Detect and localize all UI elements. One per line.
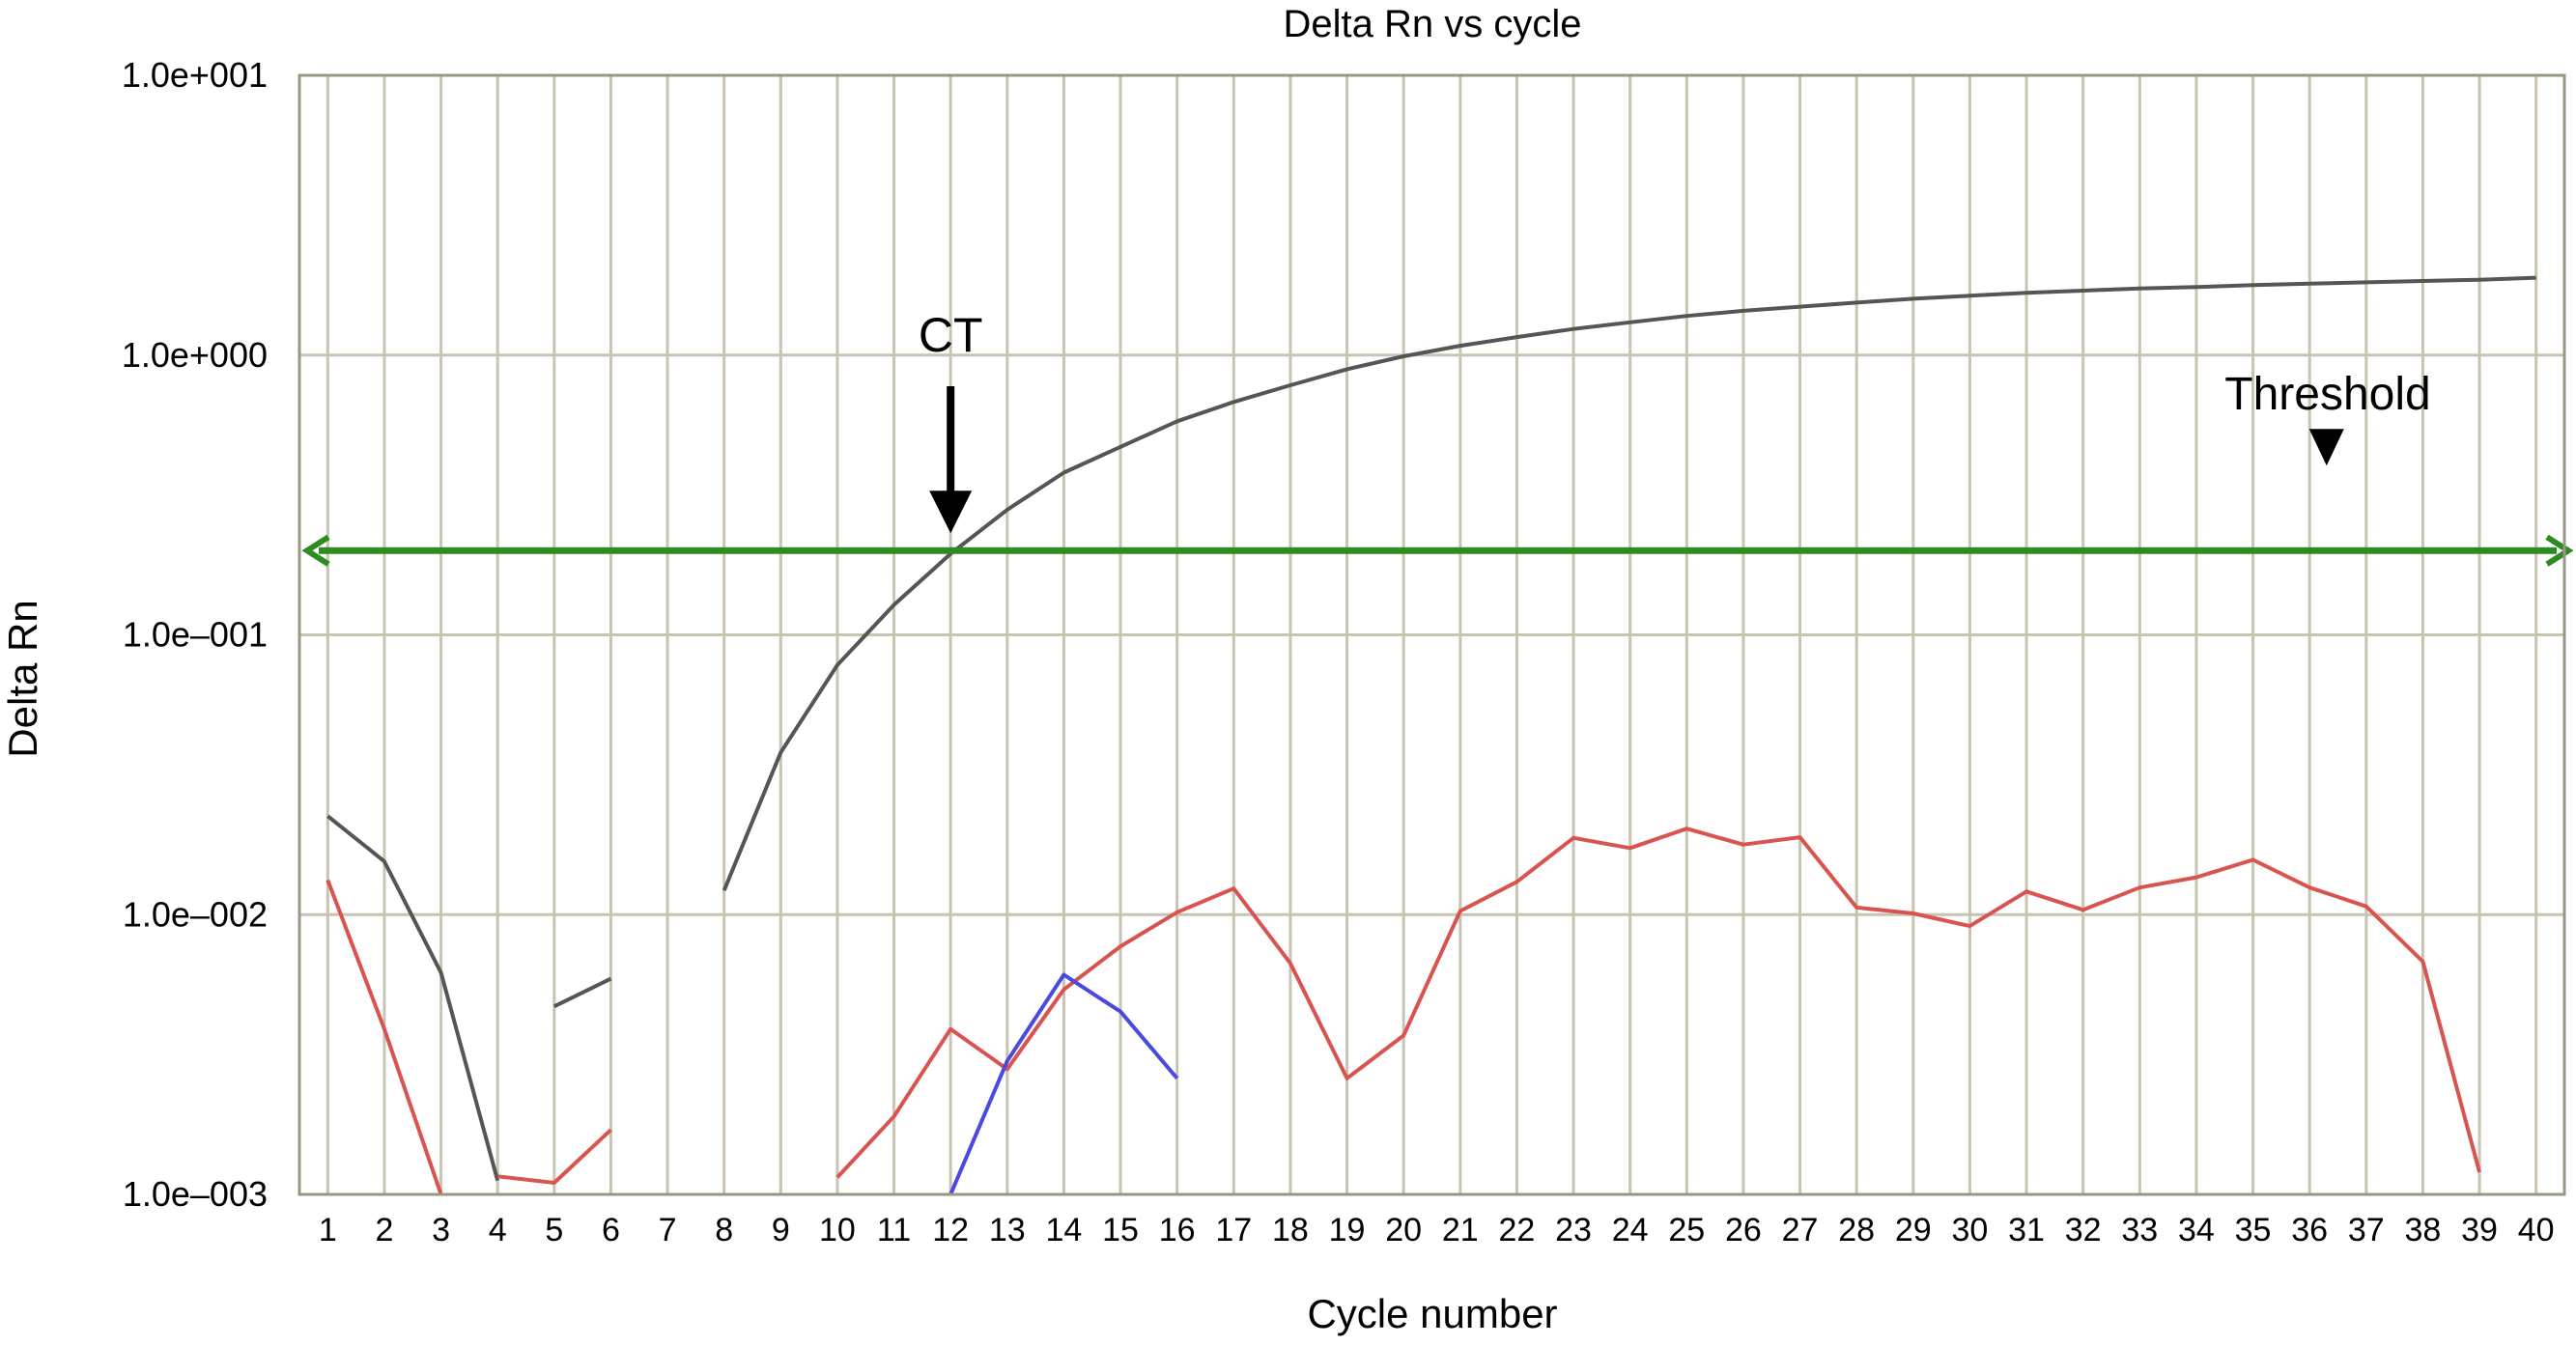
x-tick-label: 7: [659, 1212, 677, 1248]
ct-label: CT: [919, 308, 983, 362]
x-tick-label: 9: [772, 1212, 790, 1248]
y-tick-label: 1.0e–002: [123, 894, 268, 934]
x-tick-label: 31: [2008, 1212, 2045, 1248]
y-axis-title: Delta Rn: [0, 600, 45, 757]
ct-arrow-head: [929, 491, 973, 534]
series-line: [326, 814, 500, 1182]
x-tick-label: 18: [1272, 1212, 1309, 1248]
x-tick-label: 21: [1442, 1212, 1479, 1248]
threshold-arrowhead-right: [2545, 534, 2574, 567]
x-tick-label: 36: [2291, 1212, 2328, 1248]
x-tick-label: 35: [2235, 1212, 2272, 1248]
series-line: [722, 275, 2536, 891]
x-tick-label: 34: [2178, 1212, 2215, 1248]
axes: 1 2 3 4 5 6 7 8 9 10 11 12 13 14 15 16 17 18 19 20 21 22 23 24 2…: [122, 55, 2566, 1248]
x-tick-label: 22: [1499, 1212, 1536, 1248]
x-tick-label: 15: [1102, 1212, 1139, 1248]
x-tick-label: 40: [2518, 1212, 2555, 1248]
grid: [299, 73, 2564, 1196]
x-tick-label: 14: [1046, 1212, 1083, 1248]
x-tick-label: 13: [989, 1212, 1026, 1248]
x-tick-label: 29: [1895, 1212, 1932, 1248]
x-tick-label: 8: [715, 1212, 733, 1248]
x-tick-label: 37: [2348, 1212, 2385, 1248]
y-tick-label: 1.0e–003: [123, 1174, 268, 1214]
threshold-arrowhead-left: [301, 534, 330, 567]
x-tick-label: 3: [432, 1212, 450, 1248]
x-tick-label: 26: [1725, 1212, 1762, 1248]
x-tick-label: 28: [1838, 1212, 1875, 1248]
threshold-line-group: [301, 534, 2574, 567]
x-tick-label: 30: [1952, 1212, 1989, 1248]
series-line: [948, 972, 1179, 1195]
y-tick-label: 1.0e+001: [122, 55, 268, 95]
series-line: [835, 827, 2482, 1179]
x-tick-label: 4: [489, 1212, 507, 1248]
x-tick-label: 25: [1668, 1212, 1705, 1248]
chart-title: Delta Rn vs cycle: [1284, 3, 1582, 45]
y-tick-label: 1.0e+000: [122, 335, 268, 375]
threshold-arrow-head: [2308, 429, 2344, 466]
x-tick-label: 10: [819, 1212, 856, 1248]
annotations: CT Threshold: [919, 308, 2431, 534]
x-tick-label: 27: [1782, 1212, 1819, 1248]
x-tick-label: 19: [1329, 1212, 1366, 1248]
series-line: [326, 879, 443, 1195]
x-tick-label: 6: [602, 1212, 620, 1248]
x-tick-label: 23: [1555, 1212, 1592, 1248]
threshold-label: Threshold: [2224, 369, 2430, 420]
x-tick-label: 12: [932, 1212, 969, 1248]
x-tick-label: 38: [2405, 1212, 2442, 1248]
x-tick-label: 33: [2121, 1212, 2158, 1248]
x-tick-label: 20: [1385, 1212, 1422, 1248]
x-tick-label: 39: [2461, 1212, 2498, 1248]
series-line: [552, 976, 612, 1009]
x-tick-label: 17: [1215, 1212, 1252, 1248]
x-tick-label: 24: [1612, 1212, 1649, 1248]
x-tick-label: 11: [877, 1212, 911, 1248]
x-axis-title: Cycle number: [1307, 1291, 1557, 1336]
x-tick-label: 1: [319, 1212, 337, 1248]
plot-area: [326, 275, 2536, 1195]
x-tick-label: 32: [2065, 1212, 2102, 1248]
y-tick-label: 1.0e–001: [123, 615, 268, 655]
x-tick-label: 5: [545, 1212, 563, 1248]
x-tick-label: 2: [375, 1212, 393, 1248]
series-line: [496, 1128, 612, 1185]
plot-frame: [297, 73, 2566, 1196]
x-tick-label: 16: [1159, 1212, 1196, 1248]
